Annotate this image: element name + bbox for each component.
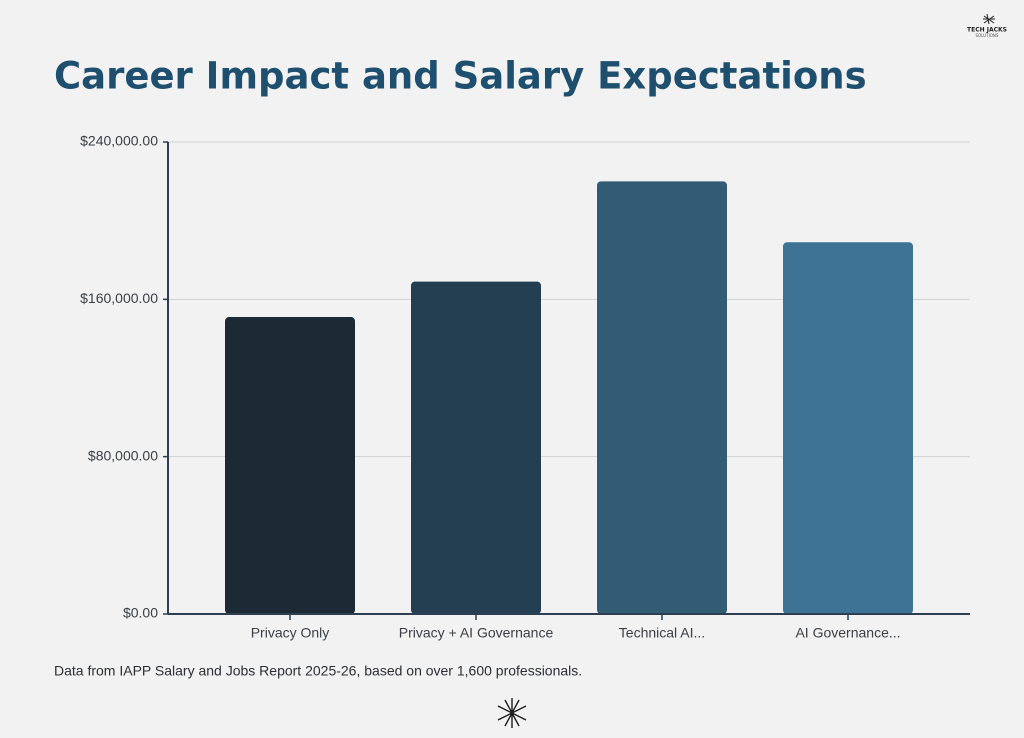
logo-star: [983, 13, 995, 25]
x-tick-label: Technical AI...: [619, 625, 705, 641]
y-tick-label: $240,000.00: [80, 133, 158, 149]
footer-icon: [497, 698, 527, 728]
x-tick-label: Privacy + AI Governance: [399, 625, 554, 641]
x-tick-label: Privacy Only: [251, 625, 330, 641]
bar: [411, 281, 541, 614]
bar: [783, 242, 913, 615]
y-tick-label: $0.00: [123, 605, 158, 621]
logo-subtext: SOLUTIONS: [976, 33, 999, 38]
footnote: Data from IAPP Salary and Jobs Report 20…: [54, 663, 582, 679]
y-tick-label: $80,000.00: [88, 447, 158, 463]
bar: [225, 317, 355, 614]
x-tick-label: AI Governance...: [795, 625, 900, 641]
y-tick-label: $160,000.00: [80, 290, 158, 306]
logo: TECH JACKS SOLUTIONS: [967, 13, 1007, 38]
bar: [597, 181, 727, 615]
logo-text: TECH JACKS: [967, 27, 1007, 34]
chart-title: Career Impact and Salary Expectations: [54, 55, 867, 98]
